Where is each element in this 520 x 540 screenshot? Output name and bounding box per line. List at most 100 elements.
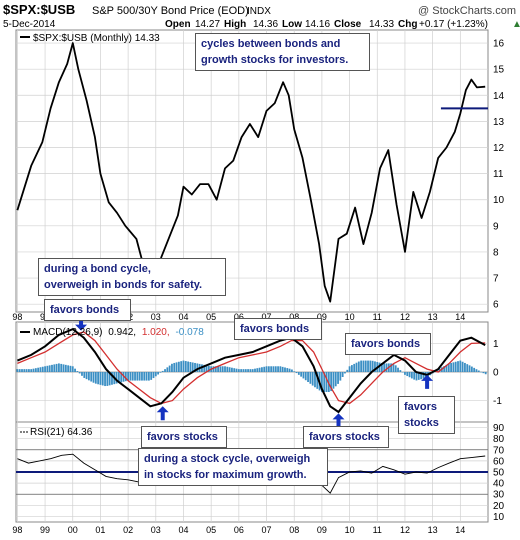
macd-histogram-bar: [344, 372, 346, 374]
macd-histogram-bar: [141, 372, 143, 381]
price-y-tick-label: 13: [493, 117, 505, 128]
exchange-label: INDX: [247, 6, 271, 17]
symbol-title: $SPX:$USB: [3, 2, 75, 17]
macd-histogram-bar: [171, 363, 173, 372]
macd-histogram-bar: [334, 372, 337, 387]
macd-histogram-bar: [44, 366, 46, 372]
macd-histogram-bar: [413, 372, 416, 380]
macd-histogram-bar: [406, 372, 409, 377]
x-tick-label-bottom: 02: [123, 525, 133, 535]
macd-histogram-bar: [175, 362, 178, 372]
macd-histogram-bar: [21, 369, 23, 372]
favors-stocks-label-2003: favors stocks: [141, 426, 227, 448]
x-tick-label-top: 10: [345, 312, 355, 322]
macd-histogram-bar: [254, 368, 256, 372]
macd-histogram-bar: [475, 369, 478, 372]
macd-histogram-bar: [127, 372, 130, 381]
macd-histogram-bar: [364, 360, 367, 372]
macd-histogram-bar: [302, 372, 305, 379]
x-tick-label-bottom: 98: [12, 525, 22, 535]
macd-histogram-bar: [168, 365, 171, 372]
macd-histogram-bar: [258, 367, 261, 372]
macd-histogram-bar: [390, 363, 393, 372]
price-y-tick-label: 9: [493, 221, 499, 232]
macd-histogram-bar: [350, 365, 353, 372]
macd-histogram-bar: [18, 369, 21, 372]
macd-histogram-bar: [34, 368, 37, 372]
rsi-y-tick-label: 20: [493, 501, 505, 512]
macd-histogram-bar: [348, 366, 351, 372]
open-label: Open: [165, 19, 191, 30]
x-tick-label-bottom: 08: [289, 525, 299, 535]
macd-histogram-bar: [224, 366, 226, 372]
x-tick-label-bottom: 09: [317, 525, 327, 535]
rsi-y-tick-label: 30: [493, 490, 505, 501]
macd-histogram-bar: [173, 362, 176, 372]
macd-histogram-bar: [304, 372, 307, 381]
macd-histogram-bar: [251, 369, 254, 372]
macd-histogram-bar: [457, 361, 459, 372]
favors-stocks-label-2013-line1: favors: [404, 401, 438, 413]
macd-histogram-bar: [265, 366, 268, 372]
macd-histogram-bar: [143, 372, 146, 381]
macd-histogram-bar: [242, 369, 245, 372]
bond-cycle-line1: during a bond cycle,: [44, 263, 151, 275]
macd-y-tick-label: 1: [493, 339, 499, 350]
macd-histogram-bar: [92, 372, 95, 383]
macd-histogram-bar: [87, 372, 90, 381]
bond-cycle-line2: overweigh in bonds for safety.: [44, 279, 203, 291]
chg-label: Chg: [398, 19, 417, 30]
macd-histogram-bar: [23, 369, 26, 372]
macd-histogram-bar: [281, 366, 284, 372]
macd-histogram-bar: [263, 366, 266, 372]
stock-cycle-line1: during a stock cycle, overweigh: [144, 453, 311, 465]
x-tick-label-top: 12: [400, 312, 410, 322]
macd-histogram-bar: [191, 362, 194, 372]
macd-histogram-bar: [164, 369, 166, 372]
macd-histogram-bar: [83, 372, 86, 378]
macd-histogram-bar: [300, 372, 303, 377]
price-y-tick-label: 7: [493, 274, 499, 285]
macd-histogram-bar: [124, 372, 127, 382]
macd-histogram-bar: [108, 372, 111, 386]
macd-histogram-bar: [261, 367, 263, 372]
macd-histogram-bar: [166, 367, 169, 372]
macd-histogram-bar: [196, 363, 199, 372]
macd-histogram-bar: [477, 370, 480, 372]
macd-histogram-bar: [161, 370, 164, 372]
macd-histogram-bar: [203, 364, 206, 372]
macd-histogram-bar: [466, 364, 469, 372]
macd-histogram-bar: [41, 366, 44, 372]
macd-histogram-bar: [58, 363, 60, 372]
macd-histogram-bar: [408, 372, 411, 378]
x-tick-label-bottom: 12: [400, 525, 410, 535]
macd-histogram-bar: [111, 372, 113, 385]
macd-histogram-bar: [150, 372, 153, 380]
favors-bonds-label-2000-text: favors bonds: [50, 304, 120, 316]
cycles-note-line1: cycles between bonds and: [201, 38, 341, 50]
price-legend: $SPX:$USB (Monthly) 14.33: [33, 33, 160, 44]
chart-date: 5-Dec-2014: [3, 19, 56, 30]
favors-stocks-label-2003-text: favors stocks: [147, 431, 218, 443]
macd-histogram-bar: [286, 368, 289, 372]
macd-histogram-bar: [284, 367, 286, 372]
macd-histogram-bar: [436, 369, 439, 372]
macd-histogram-bar: [184, 361, 187, 372]
macd-histogram-bar: [60, 363, 63, 372]
macd-histogram-bar: [145, 372, 148, 381]
macd-histogram-bar: [159, 372, 162, 373]
x-tick-label-bottom: 01: [95, 525, 105, 535]
macd-histogram-bar: [134, 372, 136, 381]
macd-histogram-bar: [228, 367, 231, 372]
macd-histogram-bar: [115, 372, 118, 384]
macd-histogram-bar: [480, 371, 482, 373]
macd-histogram-bar: [235, 368, 238, 372]
macd-histogram-bar: [32, 368, 35, 372]
macd-histogram-bar: [39, 367, 42, 372]
macd-histogram-bar: [207, 365, 210, 372]
macd-histogram-bar: [443, 366, 446, 372]
price-y-tick-label: 10: [493, 195, 505, 206]
macd-histogram-bar: [341, 372, 344, 377]
macd-histogram-bar: [362, 360, 365, 372]
